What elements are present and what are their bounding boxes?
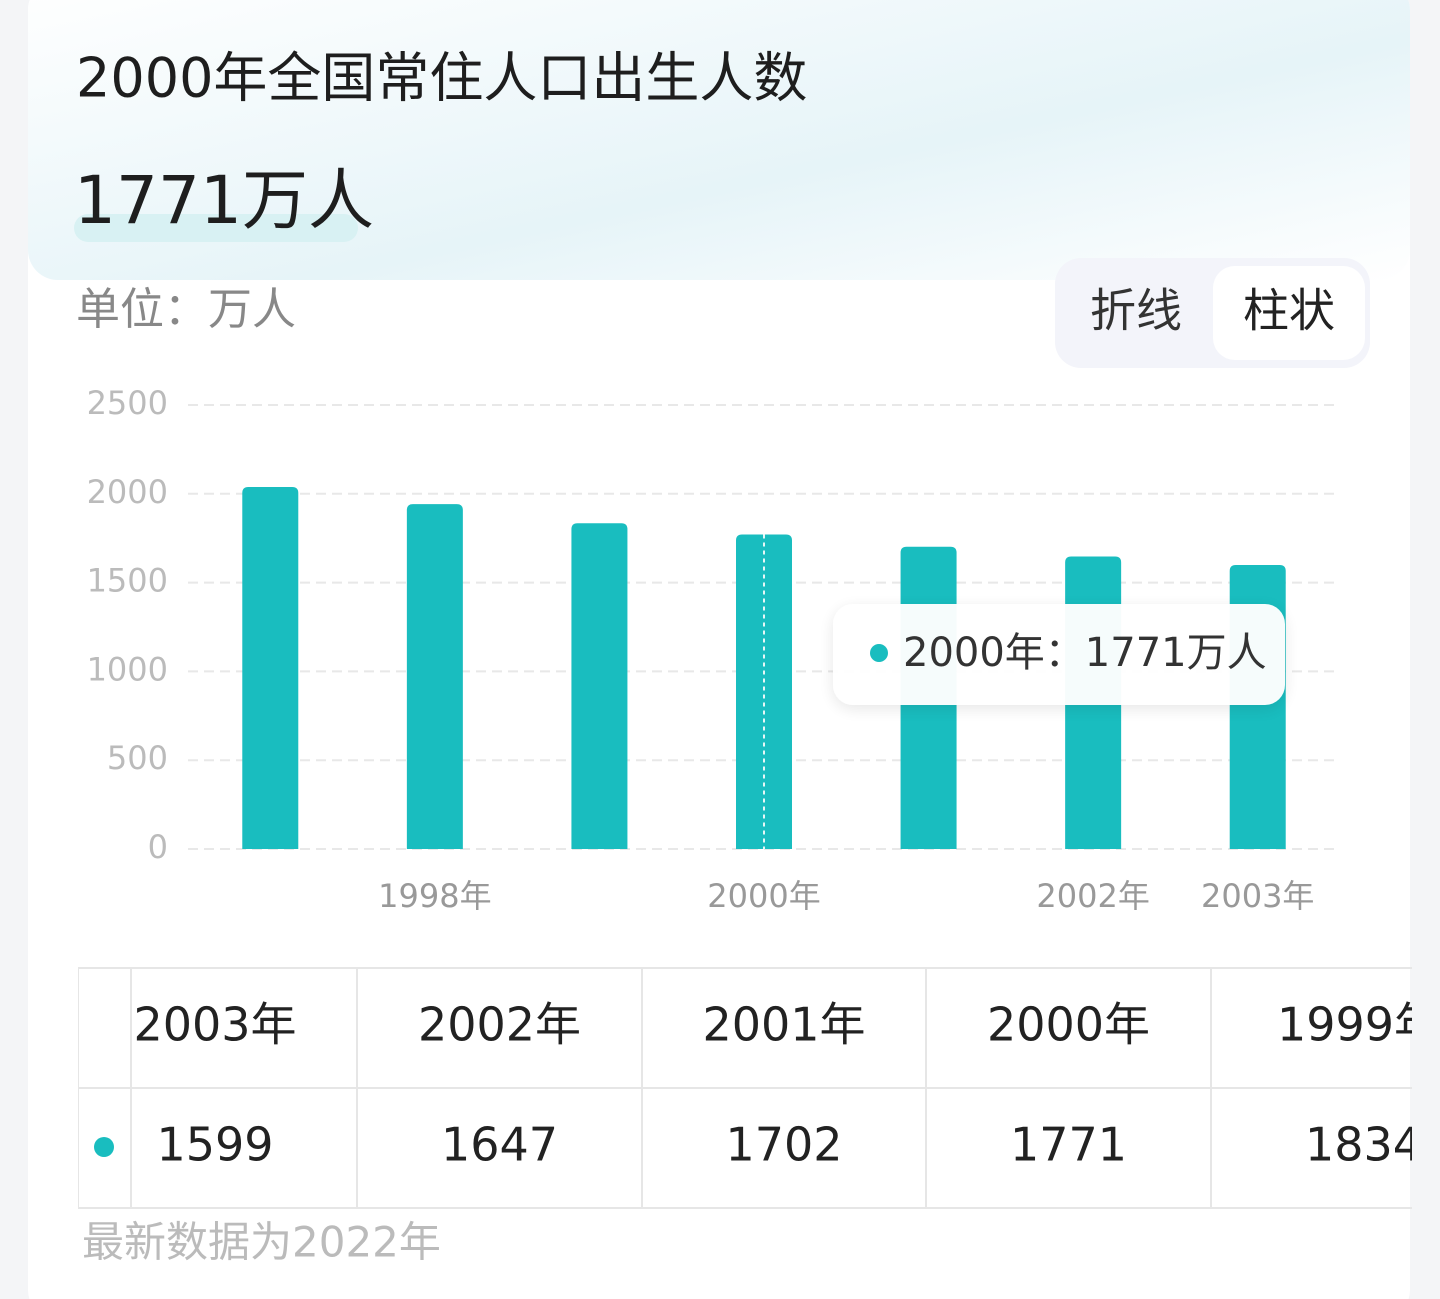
column-header: 2000年 [987, 998, 1150, 1052]
tooltip-dot [870, 644, 888, 662]
cell-value: 1771 [1010, 1118, 1127, 1172]
bar [736, 534, 792, 849]
bar [406, 504, 463, 849]
footer: 最新数据为2022年 [82, 1218, 441, 1267]
bar [242, 487, 299, 849]
unit: 单位：万人 [76, 284, 296, 335]
y-tick-label: 2000 [87, 473, 168, 511]
table-border [78, 967, 1412, 1209]
column-header: 1999年 [1277, 998, 1440, 1052]
table: 2003年 1599 2002年 1647 2001年 1702 2000年 1771 1999… [78, 967, 1440, 1209]
x-tick-label: 2003年 [1201, 877, 1314, 915]
y-tick-label: 1000 [87, 650, 168, 688]
y-tick-label: 0 [148, 828, 168, 866]
cell-value: 1702 [725, 1118, 842, 1172]
cell-value: 1599 [156, 1118, 273, 1172]
column-header: 2002年 [418, 998, 581, 1052]
y-tick-label: 2500 [87, 384, 168, 422]
header-bg [28, 0, 1410, 280]
cell-value: 1834 [1305, 1118, 1422, 1172]
headline-highlight [74, 214, 358, 242]
y-tick-label: 1500 [87, 562, 168, 600]
tooltip-text: 2000年：1771万人 [903, 630, 1267, 676]
column-header: 2001年 [702, 998, 865, 1052]
title: 2000年全国常住人口出生人数 [76, 47, 807, 110]
y-tick-label: 500 [107, 739, 168, 777]
tooltip-bg [833, 604, 1285, 705]
toggle-line[interactable]: 折线 [1090, 284, 1182, 338]
headline: 1771万人 [74, 162, 374, 239]
legend-dot [94, 1137, 114, 1157]
x-tick-label: 2002年 [1036, 877, 1149, 915]
toggle-bar[interactable]: 柱状 [1243, 284, 1335, 338]
column-header: 2003年 [133, 998, 296, 1052]
x-tick-label: 2000年 [707, 877, 820, 915]
x-tick-label: 1998年 [378, 877, 491, 915]
cell-value: 1647 [441, 1118, 558, 1172]
toggle-active [1213, 266, 1365, 360]
bar [571, 523, 628, 849]
